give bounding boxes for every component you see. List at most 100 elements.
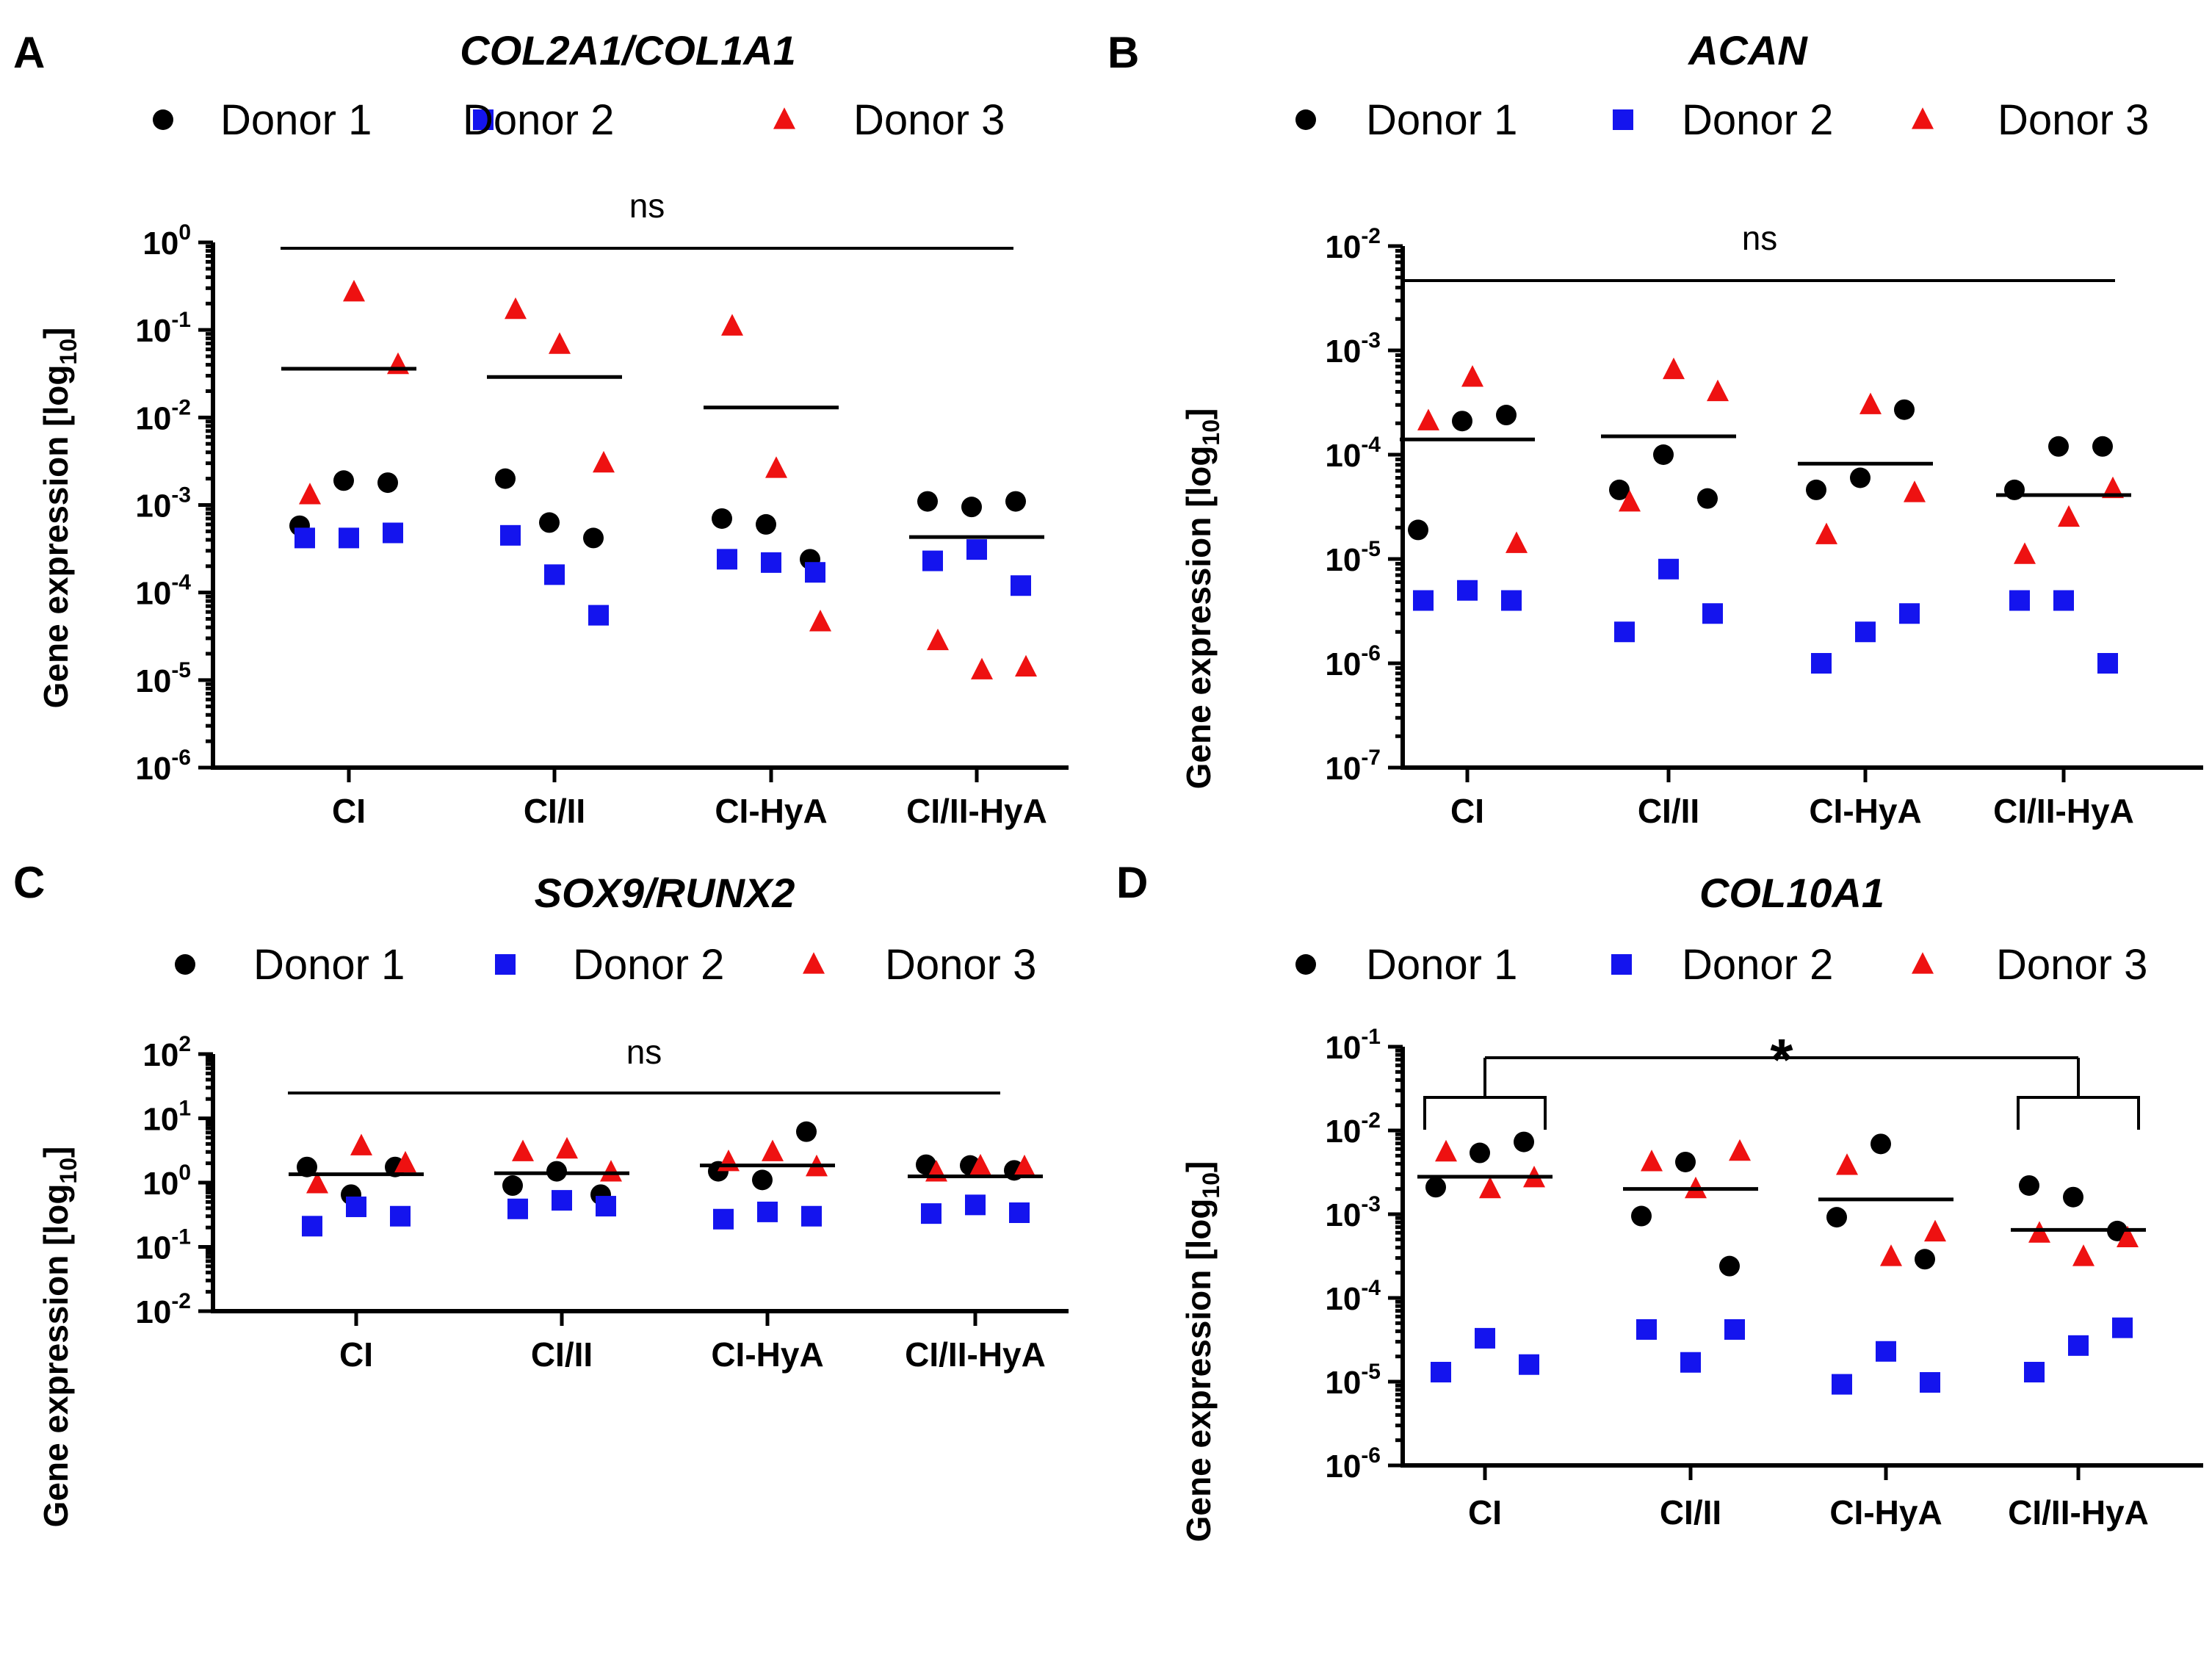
data-point-circle xyxy=(916,1154,936,1175)
circle-marker-icon xyxy=(153,109,173,130)
data-point-square xyxy=(1457,580,1478,601)
data-point-circle xyxy=(1631,1205,1652,1227)
legend-marker xyxy=(495,954,516,975)
data-point-triangle xyxy=(1641,1150,1663,1172)
legend-marker xyxy=(175,954,195,975)
data-point-triangle xyxy=(1435,1139,1457,1162)
circle-marker-icon xyxy=(175,954,195,975)
y-tick-label: 10-7 xyxy=(1325,746,1381,787)
legend-marker xyxy=(473,109,494,130)
data-point-square xyxy=(922,550,943,571)
data-point-square xyxy=(507,1198,528,1219)
data-point-circle xyxy=(2063,1186,2083,1208)
data-point-square xyxy=(2068,1335,2089,1356)
y-tick-base: 10 xyxy=(135,400,171,436)
x-tick-label: CI xyxy=(339,1335,373,1374)
triangle-marker-icon xyxy=(803,952,825,974)
legend-item-donor-3: Donor 3 xyxy=(773,96,1005,144)
data-point-square xyxy=(1876,1341,1896,1362)
y-tick-base: 10 xyxy=(1325,229,1361,265)
square-marker-icon xyxy=(1611,954,1632,975)
y-tick-exponent: -2 xyxy=(1361,1108,1381,1133)
y-tick-base: 10 xyxy=(142,1102,178,1138)
legend-item-donor-2: Donor 2 xyxy=(463,96,614,144)
y-tick-exponent: 1 xyxy=(178,1097,191,1121)
y-axis-label-end: ] xyxy=(37,1147,75,1158)
data-point-square xyxy=(1724,1319,1745,1340)
y-tick-exponent: -5 xyxy=(1361,537,1381,561)
data-point-circle xyxy=(539,512,560,533)
data-point-triangle xyxy=(1015,654,1037,677)
data-point-circle xyxy=(333,470,354,491)
chart-title: COL10A1 xyxy=(1699,870,1884,916)
y-tick-label: 10-3 xyxy=(135,483,191,524)
data-point-triangle xyxy=(1729,1139,1751,1161)
data-point-square xyxy=(390,1205,411,1227)
data-point-square xyxy=(302,1216,322,1237)
data-point-triangle xyxy=(1836,1153,1858,1175)
y-tick-label: 10-4 xyxy=(1325,1276,1381,1317)
data-point-circle xyxy=(1470,1142,1490,1164)
data-point-triangle xyxy=(343,279,365,302)
y-tick-base: 10 xyxy=(142,1166,178,1202)
data-point-circle xyxy=(2048,436,2069,457)
data-point-triangle xyxy=(809,610,831,632)
y-tick-exponent: -2 xyxy=(171,1289,191,1313)
y-axis-label: Gene expression [log10] xyxy=(37,1147,82,1528)
data-point-square xyxy=(552,1190,572,1211)
data-point-circle xyxy=(796,1121,817,1142)
square-marker-icon xyxy=(473,109,494,130)
y-axis-label-subscript: 10 xyxy=(1198,1172,1224,1199)
data-point-square xyxy=(1811,653,1832,674)
data-point-triangle xyxy=(394,1150,416,1173)
legend-label: Donor 3 xyxy=(1996,941,2147,989)
legend-item-donor-3: Donor 3 xyxy=(803,941,1036,989)
data-point-square xyxy=(717,549,737,570)
data-point-triangle xyxy=(971,657,993,679)
y-tick-label: 10-3 xyxy=(1325,328,1381,369)
y-tick-base: 10 xyxy=(1325,1030,1361,1066)
y-tick-base: 10 xyxy=(135,1230,171,1266)
legend-item-donor-3: Donor 3 xyxy=(1912,96,2149,144)
x-tick-label: CI/II-HyA xyxy=(906,792,1047,830)
data-point-triangle xyxy=(2028,1221,2050,1243)
square-marker-icon xyxy=(1613,109,1633,130)
data-point-triangle xyxy=(2072,1244,2094,1266)
y-tick-base: 10 xyxy=(1325,438,1361,474)
legend-marker xyxy=(1295,954,1316,975)
data-point-square xyxy=(2112,1317,2133,1338)
y-tick-exponent: 0 xyxy=(178,220,191,245)
data-point-square xyxy=(294,527,315,549)
data-point-circle xyxy=(2004,479,2025,500)
data-point-circle xyxy=(1675,1151,1696,1172)
data-point-circle xyxy=(1496,405,1517,426)
data-point-square xyxy=(500,524,521,546)
y-axis-label-subscript: 10 xyxy=(55,339,82,365)
legend-label: Donor 2 xyxy=(1682,96,1833,144)
legend-marker xyxy=(1611,954,1632,975)
data-point-square xyxy=(1009,1202,1030,1223)
y-axis-label-main: Gene expression [log xyxy=(1179,1199,1218,1543)
y-tick-exponent: -6 xyxy=(1361,1443,1381,1468)
data-point-square xyxy=(757,1201,778,1222)
y-tick-exponent: -4 xyxy=(1361,1276,1381,1300)
data-point-circle xyxy=(1425,1177,1446,1198)
legend-item-donor-2: Donor 2 xyxy=(1611,941,1833,989)
y-axis-label-end: ] xyxy=(37,328,75,339)
y-tick-label: 10-1 xyxy=(135,1225,191,1266)
data-point-triangle xyxy=(549,332,571,354)
y-tick-label: 10-2 xyxy=(1325,224,1381,265)
legend-marker xyxy=(1912,952,1934,974)
data-point-triangle xyxy=(600,1160,622,1182)
data-point-circle xyxy=(1826,1207,1847,1228)
data-point-circle xyxy=(752,1169,773,1191)
legend: Donor 1 Donor 2 Donor 3 xyxy=(1295,96,2149,144)
y-tick-base: 10 xyxy=(1325,1365,1361,1401)
data-point-triangle xyxy=(1013,1154,1035,1177)
plot-area: 10-710-610-510-410-310-2CI CI/II CI-HyA CI/… xyxy=(1325,219,2203,830)
legend-label: Donor 1 xyxy=(220,96,372,144)
y-tick-base: 10 xyxy=(142,226,178,261)
y-tick-label: 102 xyxy=(142,1032,191,1073)
